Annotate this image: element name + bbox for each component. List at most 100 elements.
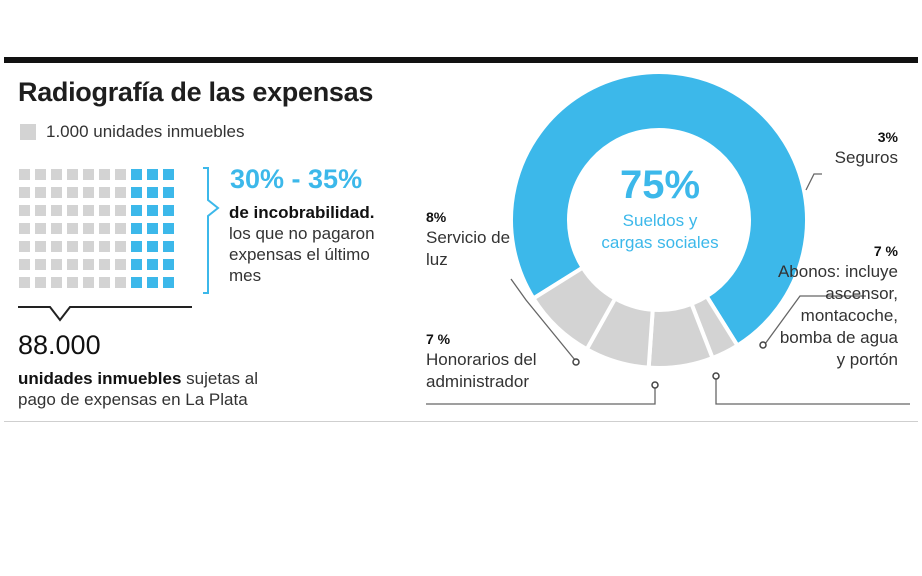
page-title: Radiografía de las expensas bbox=[18, 77, 374, 107]
leader-dot-abonos-bottom bbox=[712, 372, 720, 380]
waffle-cell bbox=[67, 277, 78, 288]
waffle-cell bbox=[35, 223, 46, 234]
waffle-cell bbox=[51, 223, 62, 234]
waffle-cell bbox=[83, 223, 94, 234]
waffle-cell bbox=[99, 205, 110, 216]
waffle-cell bbox=[131, 223, 142, 234]
waffle-cell bbox=[83, 187, 94, 198]
label-luz-text: Servicio de luz bbox=[426, 228, 511, 269]
label-honorarios-text: Honorarios del administrador bbox=[426, 350, 537, 391]
leader-seguros bbox=[805, 173, 822, 191]
waffle-cell bbox=[35, 259, 46, 270]
donut-chart bbox=[509, 70, 809, 370]
waffle-cell bbox=[163, 187, 174, 198]
waffle-cell bbox=[163, 169, 174, 180]
leader-dot-honorarios bbox=[651, 381, 659, 389]
waffle-cell bbox=[99, 259, 110, 270]
waffle-cell bbox=[67, 223, 78, 234]
label-seguros-text: Seguros bbox=[834, 148, 898, 167]
waffle-cell bbox=[147, 169, 158, 180]
waffle-cell bbox=[51, 259, 62, 270]
waffle-cell bbox=[19, 277, 30, 288]
center-label: Sueldos y cargas sociales bbox=[601, 211, 719, 252]
legend-label: 1.000 unidades inmuebles bbox=[46, 122, 245, 141]
waffle-cell bbox=[67, 259, 78, 270]
leader-dot-abonos bbox=[759, 341, 767, 349]
label-luz: 8% Servicio de luz bbox=[426, 207, 516, 271]
center-percentage: 75% bbox=[619, 163, 701, 207]
waffle-cell bbox=[51, 277, 62, 288]
donut-slice-4 bbox=[530, 264, 618, 352]
waffle-cell bbox=[83, 205, 94, 216]
waffle-cell bbox=[147, 187, 158, 198]
waffle-cell bbox=[35, 277, 46, 288]
highlight-bracket bbox=[203, 167, 220, 294]
waffle-cell bbox=[131, 187, 142, 198]
total-units: 88.000 bbox=[18, 330, 101, 360]
waffle-cell bbox=[83, 241, 94, 252]
waffle-cell bbox=[51, 205, 62, 216]
waffle-cell bbox=[147, 241, 158, 252]
waffle-cell bbox=[99, 223, 110, 234]
donut-slice-0 bbox=[509, 70, 809, 349]
waffle-cell bbox=[67, 205, 78, 216]
waffle-cell bbox=[147, 259, 158, 270]
label-luz-pct: 8% bbox=[426, 209, 447, 225]
waffle-cell bbox=[115, 259, 126, 270]
waffle-callout bbox=[18, 306, 192, 322]
total-desc: unidades inmuebles sujetas al pago de ex… bbox=[18, 368, 298, 410]
waffle-cell bbox=[163, 205, 174, 216]
waffle-cell bbox=[51, 187, 62, 198]
waffle-cell bbox=[99, 241, 110, 252]
waffle-cell bbox=[83, 169, 94, 180]
waffle-cell bbox=[35, 241, 46, 252]
waffle-cell bbox=[19, 205, 30, 216]
incobrabilidad-desc: los que no pagaron expensas el último me… bbox=[229, 224, 375, 285]
waffle-cell bbox=[147, 277, 158, 288]
waffle-cell bbox=[115, 205, 126, 216]
waffle-cell bbox=[67, 169, 78, 180]
waffle-cell bbox=[131, 277, 142, 288]
waffle-cell bbox=[163, 241, 174, 252]
waffle-cell bbox=[115, 223, 126, 234]
waffle-cell bbox=[67, 241, 78, 252]
waffle-cell bbox=[163, 223, 174, 234]
waffle-cell bbox=[67, 187, 78, 198]
waffle-cell bbox=[19, 187, 30, 198]
waffle-cell bbox=[19, 241, 30, 252]
incobrabilidad-range: 30% - 35% bbox=[230, 164, 363, 194]
label-abonos: 7 % Abonos: incluye ascensor, montacoche… bbox=[770, 241, 898, 371]
waffle-cell bbox=[35, 205, 46, 216]
leader-dot-luz bbox=[572, 358, 580, 366]
label-honorarios-pct: 7 % bbox=[426, 331, 451, 347]
waffle-cell bbox=[115, 169, 126, 180]
legend-swatch bbox=[20, 124, 36, 140]
waffle-cell bbox=[131, 259, 142, 270]
waffle-cell bbox=[35, 169, 46, 180]
waffle-cell bbox=[115, 241, 126, 252]
waffle-cell bbox=[51, 169, 62, 180]
waffle-cell bbox=[131, 241, 142, 252]
waffle-cell bbox=[19, 223, 30, 234]
top-rule bbox=[4, 57, 918, 63]
incobrabilidad-title: de incobrabilidad. bbox=[229, 203, 375, 222]
label-honorarios: 7 % Honorarios del administrador bbox=[426, 329, 576, 393]
waffle-cell bbox=[35, 187, 46, 198]
waffle-cell bbox=[163, 277, 174, 288]
waffle-cell bbox=[99, 277, 110, 288]
label-abonos-pct: 7 % bbox=[873, 243, 898, 259]
waffle-grid bbox=[18, 169, 198, 293]
label-seguros: 3% Seguros bbox=[760, 127, 898, 169]
total-desc-bold: unidades inmuebles bbox=[18, 369, 182, 388]
waffle-cell bbox=[83, 259, 94, 270]
waffle-cell bbox=[83, 277, 94, 288]
total-desc-rest: sujetas al pago de expensas en La Plata bbox=[18, 369, 258, 409]
leader-abonos bbox=[764, 295, 866, 345]
waffle-cell bbox=[99, 169, 110, 180]
waffle-cell bbox=[19, 169, 30, 180]
waffle-cell bbox=[19, 259, 30, 270]
waffle-cell bbox=[131, 169, 142, 180]
bottom-rule bbox=[4, 421, 918, 422]
label-abonos-text: Abonos: incluye ascensor, montacoche, bo… bbox=[777, 262, 898, 369]
